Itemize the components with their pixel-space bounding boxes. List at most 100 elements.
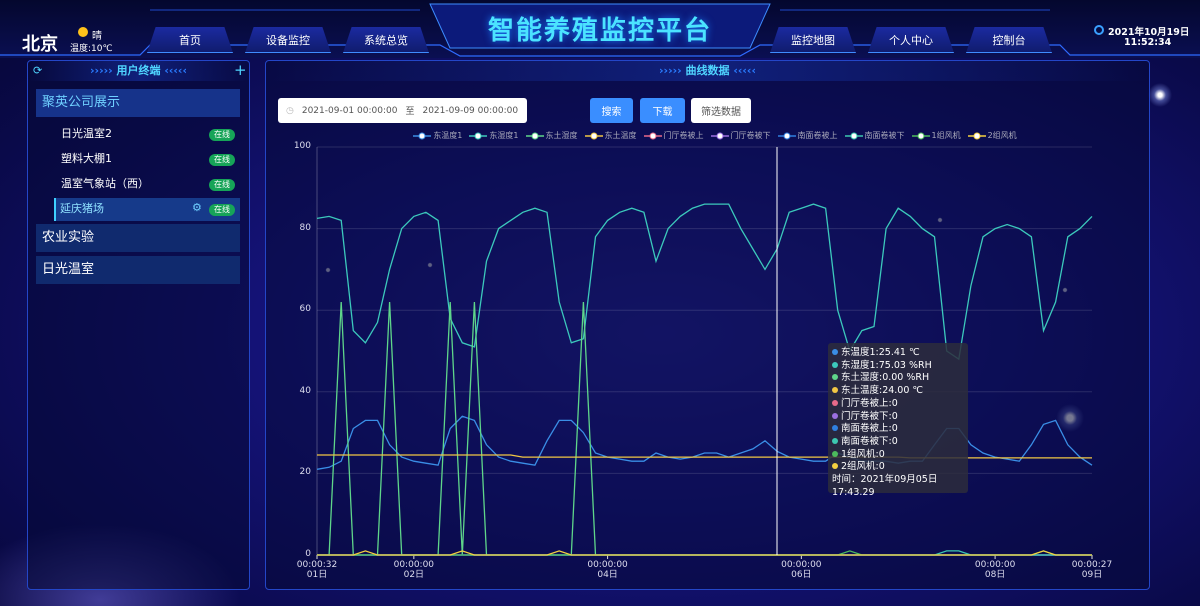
search-button[interactable]: 搜索 (590, 98, 633, 123)
tooltip-row: 南面卷被上:0 (832, 423, 964, 436)
tooltip-row: 门厅卷被下:0 (832, 411, 964, 424)
tooltip-dot (832, 463, 838, 470)
tooltip-dot (832, 374, 838, 381)
legend-label: 东温度1 (433, 131, 463, 140)
nav-item[interactable]: 首页 (147, 27, 233, 53)
legend-item[interactable]: 东土温度 (584, 130, 637, 141)
weather: 晴 (92, 31, 102, 42)
legend-label: 南面卷被下 (864, 131, 905, 140)
legend-dot (973, 132, 981, 139)
tooltip-dot (832, 349, 838, 355)
legend-label: 门厅卷被上 (663, 131, 704, 140)
group[interactable]: 日光温室 (36, 256, 240, 284)
device[interactable]: 日光温室2 (61, 127, 112, 140)
tooltip-text: 门厅卷被上:0 (841, 397, 898, 409)
tooltip-text: 东湿度1:75.03 %RH (841, 359, 932, 371)
legend-dot (716, 132, 723, 139)
sidebar-title: 用户终端 (116, 64, 161, 77)
legend-icon (584, 132, 603, 139)
legend-item[interactable]: 门厅卷被下 (710, 130, 771, 141)
legend-icon (643, 132, 662, 139)
x-tick-label: 00:00:00 08日 (974, 560, 1016, 580)
sun-icon (78, 27, 88, 37)
legend-item[interactable]: 2组风机 (967, 130, 1017, 141)
tooltip-row: 东土温度:24.00 ℃ (832, 385, 964, 398)
tooltip-dot (832, 361, 838, 368)
series-line (316, 415, 1093, 470)
sidebar-header: ››››› 用户终端 ‹‹‹‹‹ (28, 61, 249, 81)
panel-title: 曲线数据 (685, 64, 730, 77)
settings-icon[interactable]: ⚙ (192, 201, 202, 214)
legend-icon (413, 132, 432, 139)
group[interactable]: 农业实验 (36, 224, 240, 252)
device[interactable]: 塑料大棚1 (61, 152, 112, 165)
series-line (317, 301, 1092, 556)
tooltip-text: 南面卷被上:0 (841, 423, 898, 435)
y-tick-label: 40 (299, 385, 311, 396)
nav-item[interactable]: 系统总览 (343, 27, 429, 53)
nav-item[interactable]: 个人中心 (868, 27, 954, 53)
tooltip: 东温度1:25.41 ℃ 东湿度1:75.03 %RH 东土湿度:0.00 %RH 东… (828, 343, 968, 498)
page-title: 智能养殖监控平台 (487, 16, 712, 46)
time: 11:52:34 (1124, 37, 1172, 48)
tooltip-row: 东湿度1:75.03 %RH (832, 360, 964, 373)
legend-label: 东土温度 (604, 131, 637, 140)
legend-item[interactable]: 东温度1 (413, 130, 462, 141)
x-tick-label: 00:00:32 01日 (296, 560, 338, 580)
tooltip-row: 2组风机:0 (832, 461, 964, 474)
legend-dot (917, 132, 924, 139)
legend-item[interactable]: 东湿度1 (469, 130, 519, 141)
legend-item[interactable]: 门厅卷被上 (643, 130, 704, 141)
filter-button[interactable]: 筛选数据 (691, 98, 751, 123)
y-tick-label: 60 (299, 304, 311, 315)
tooltip-row: 南面卷被下:0 (832, 436, 964, 449)
legend-label: 南面卷被上 (797, 131, 838, 140)
x-tick-label: 00:00:00 06日 (781, 560, 822, 580)
x-tick-label: 00:00:00 02日 (393, 560, 435, 580)
legend-label: 东湿度1 (489, 131, 519, 140)
refresh-icon[interactable]: ⟳ (33, 64, 43, 77)
legend-dot (649, 132, 656, 139)
nav-item[interactable]: 设备监控 (245, 27, 331, 53)
tooltip-text: 东温度1:25.41 ℃ (841, 347, 920, 358)
legend-item[interactable]: 东土湿度 (525, 130, 578, 141)
tooltip-text: 2组风机:0 (841, 461, 885, 473)
tooltip-text: 东土温度:24.00 ℃ (841, 385, 924, 397)
download-button[interactable]: 下载 (640, 98, 685, 123)
legend-label: 1组风机 (931, 131, 961, 140)
status-badge: 在线 (209, 129, 235, 141)
group[interactable]: 聚英公司展示 (36, 89, 240, 117)
tooltip-dot (832, 387, 838, 394)
tooltip-text: 门厅卷被下:0 (841, 410, 898, 422)
date-range[interactable]: ◷ 2021-09-01 00:00:00 至 2021-09-09 00:00… (278, 98, 527, 123)
y-tick-label: 80 (299, 222, 311, 233)
nav-item[interactable]: 控制台 (966, 27, 1052, 53)
y-tick-label: 20 (299, 467, 311, 478)
legend-icon (911, 132, 930, 139)
device[interactable]: 温室气象站（西） (61, 177, 149, 190)
legend-item[interactable]: 1组风机 (911, 130, 961, 141)
legend-dot (418, 132, 426, 139)
legend-dot (783, 132, 790, 139)
legend-icon (525, 132, 544, 139)
add-icon[interactable]: + (234, 61, 247, 79)
nav-item[interactable]: 监控地图 (770, 27, 856, 53)
legend-item[interactable]: 南面卷被下 (844, 130, 905, 141)
status-badge: 在线 (209, 204, 235, 216)
tooltip-dot (832, 450, 838, 457)
series-line (317, 454, 1092, 459)
legend-item[interactable]: 南面卷被上 (777, 130, 838, 141)
y-tick-label: 100 (293, 141, 311, 151)
tooltip-dot (832, 412, 838, 419)
status-badge: 在线 (209, 179, 235, 191)
device[interactable]: 延庆猪场 (60, 202, 104, 215)
selected-row (54, 198, 240, 221)
x-tick-label: 00:00:27 09日 (1071, 560, 1113, 580)
sidebar: ››››› 用户终端 ‹‹‹‹‹ ⟳ + (27, 60, 250, 590)
tooltip-row: 东温度1:25.41 ℃ (832, 347, 964, 360)
status-badge: 在线 (209, 154, 235, 166)
clock-icon: ◷ (286, 105, 294, 116)
tooltip-time: 时间：2021年09月05日 17:43.29 (832, 474, 938, 498)
